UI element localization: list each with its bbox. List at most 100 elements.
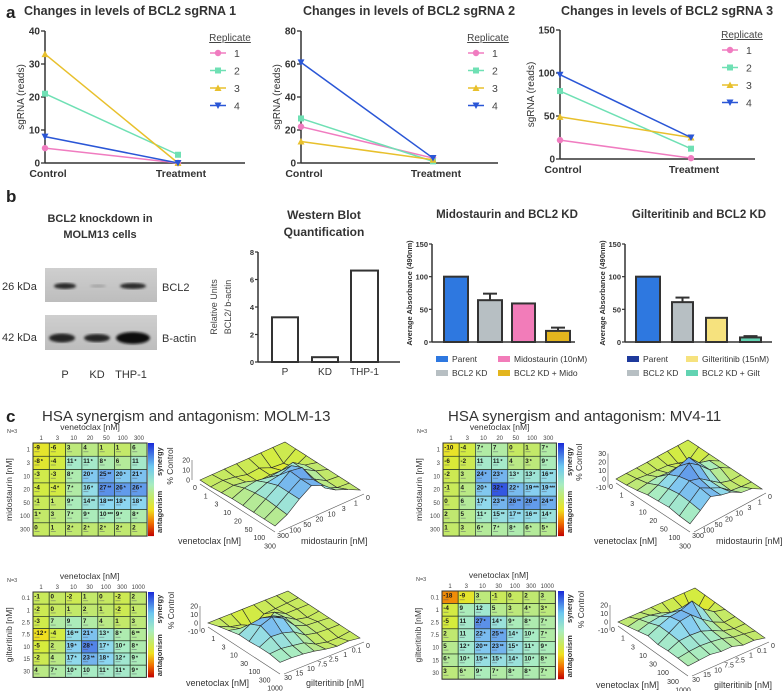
cell-value: 22 [476,630,484,637]
heatmap-cell: 16* [81,482,99,497]
z-tick-label: 10 [182,468,190,475]
x-tick-label: 10 [479,584,486,590]
cell-label: 12* [460,643,471,650]
cell-value: 0 [509,445,513,452]
cell-value: -8 [34,458,40,465]
cell-label: 5* [542,524,549,531]
cell-label: 3 [67,445,71,452]
cell-sd-mark [493,464,499,466]
cell-value: 20 [477,485,485,492]
x-tick-label: 30 [495,584,502,590]
cell-sd-mark [50,517,56,519]
data-point [42,90,48,97]
z-tick-label: 20 [190,604,198,611]
z-tick-label: 20 [182,458,190,465]
cell-value: 10 [524,656,532,663]
cell-significance: * [136,643,139,649]
cell-sd-mark [524,624,530,626]
cell-value: 6 [525,524,529,531]
y-tick-label: 10 [714,667,722,674]
heatmap-cell: 1 [48,522,66,537]
cell-value: 0 [34,524,38,531]
heatmap-cell: 9* [474,666,491,680]
cell-value: 23 [492,643,500,650]
legend-marker [215,67,221,74]
cell-significance: ** [501,499,506,505]
heatmap-cell: 23** [490,641,508,655]
y-tick-label: 100 [415,273,428,282]
cell-sd-mark [524,674,530,676]
x-tick-label: 50 [245,527,253,534]
cell-sd-mark [83,491,89,493]
bar [705,316,728,343]
cell-sd-mark [50,491,56,493]
heatmap-cell: 8* [507,522,525,537]
y-tick-label: 15 [703,672,711,679]
y-tick-label: 10 [433,474,440,480]
legend-label: Parent [452,354,478,364]
series-replicate-3 [556,113,695,141]
cell-sd-mark [476,491,482,493]
legend-swatch [498,356,510,362]
cell-sd-mark [99,661,105,663]
cell-sd-mark [34,477,40,479]
cell-label: 14** [83,498,96,505]
cell-value: 15 [508,643,516,650]
panel-label-c: c [6,407,15,426]
y-tick-label: 2.5 [735,658,745,665]
x-tick-label: 100 [118,436,129,442]
cell-label: 1 [100,445,104,452]
heatmap-cell: 11* [475,509,492,524]
cell-value: 1 [34,511,38,518]
x-tick-label: 300 [543,436,554,442]
cell-label: 0 [509,445,513,452]
heatmap-cell: 3 [474,590,491,604]
cell-label: -3 [34,471,40,478]
heatmap-cell: 4 [97,616,115,629]
cell-sd-mark [459,611,465,613]
cell-label: 8* [67,471,74,478]
y-axis-label: midostaurin [nM] [716,536,782,546]
heatmap-cell: 5 [490,603,508,617]
cell-sd-mark [132,464,138,466]
cell-significance: * [467,644,470,650]
heatmap-cell: -4 [458,442,476,457]
cell-sd-mark [460,491,466,493]
cell-sd-mark [34,636,40,638]
panel-c-title-mv4-11: HSA synergism and antagonism: MV4-11 [448,408,721,425]
cell-value: 4 [524,605,528,612]
x-tick-label: 300 [679,544,691,551]
cell-value: 26 [509,498,517,505]
heatmap-cell: 15** [491,509,509,524]
cell-sd-mark [475,637,481,638]
heatmap-cell: 10 [81,664,99,678]
x-axis-label: venetoclax [nM] [469,570,529,580]
cell-value: 26 [525,498,533,505]
y-tick-label: 2.5 [329,657,339,664]
cell-significance: ** [484,644,489,650]
legend: Replicate 1 2 3 4 [721,30,763,110]
cell-value: 5 [443,643,447,650]
cell-significance: ** [91,499,96,505]
y-tick-label: 150 [538,26,555,37]
cell-sd-mark [459,674,465,676]
cell-label: 24** [542,498,555,505]
cell-value: -5 [443,618,449,625]
y-tick-label: 2 [250,331,254,340]
cell-label: 26* [132,485,143,492]
y-tick-label: 7.5 [317,661,327,668]
heatmap-cell: -12* [32,628,50,642]
cell-value: 11 [115,667,122,674]
cell-sd-mark [476,517,482,519]
cell-label: 28* [83,642,94,649]
cell-sd-mark [540,599,546,601]
heatmap-cell: 22* [474,628,491,642]
chart-title: Changes in levels of BCL2 sgRNA 2 [303,4,515,18]
z-tick-label: 10 [600,611,608,618]
heatmap-cell: 12 [474,603,491,617]
cell-label: 7* [541,668,548,675]
heatmap-cell: 0 [506,590,524,604]
cell-value: 1 [99,606,103,613]
x-axis-label: venetoclax [nM] [60,422,120,432]
